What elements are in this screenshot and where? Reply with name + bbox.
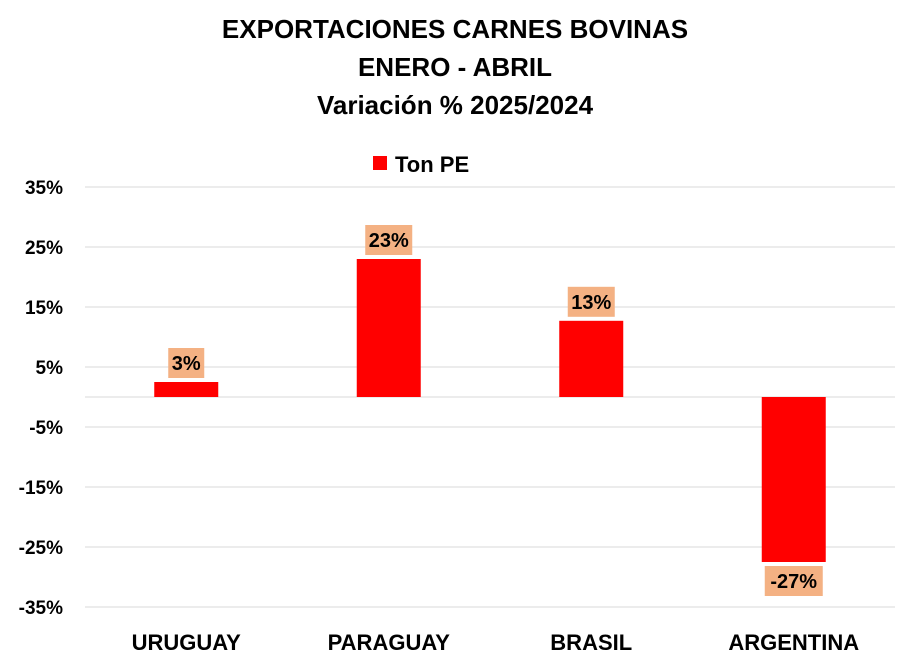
- y-axis-ticks: 35% 25% 15% 5% -5% -15% -25% -35%: [19, 178, 63, 619]
- data-label-paraguay: 23%: [369, 230, 409, 252]
- x-category-uruguay: URUGUAY: [132, 630, 242, 655]
- legend-label-ton-pe: Ton PE: [395, 152, 469, 177]
- bar-argentina: [761, 397, 826, 562]
- bar-brasil: [559, 320, 624, 397]
- data-labels: 3% 23% 13% -27%: [168, 225, 823, 596]
- data-label-box: [168, 348, 205, 378]
- x-category-brasil: BRASIL: [550, 630, 632, 655]
- y-tick-label: -25%: [19, 538, 63, 559]
- legend-swatch-ton-pe: [373, 156, 387, 170]
- y-tick-label: -15%: [19, 478, 63, 499]
- x-category-paraguay: PARAGUAY: [328, 630, 451, 655]
- x-category-argentina: ARGENTINA: [728, 630, 859, 655]
- chart-title-line-3: Variación % 2025/2024: [317, 90, 594, 120]
- bars: [154, 259, 826, 562]
- gridlines: [85, 186, 895, 608]
- data-label-box: [567, 286, 615, 317]
- data-label-box: [365, 225, 413, 255]
- chart-title-line-2: ENERO - ABRIL: [358, 52, 552, 82]
- x-axis-categories: URUGUAY PARAGUAY BRASIL ARGENTINA: [132, 630, 860, 655]
- y-tick-label: -35%: [19, 598, 63, 619]
- data-label-uruguay: 3%: [172, 353, 201, 375]
- y-tick-label: 25%: [25, 238, 63, 259]
- data-label-argentina: -27%: [770, 571, 817, 593]
- data-label-brasil: 13%: [571, 292, 611, 314]
- bar-paraguay: [356, 259, 421, 397]
- data-label-box: [764, 566, 823, 596]
- legend: Ton PE: [373, 152, 469, 177]
- bar-uruguay: [154, 382, 219, 397]
- chart-title-line-1: EXPORTACIONES CARNES BOVINAS: [222, 14, 688, 44]
- y-tick-label: 5%: [36, 358, 64, 379]
- y-tick-label: -5%: [29, 418, 63, 439]
- y-tick-label: 35%: [25, 178, 63, 199]
- y-tick-label: 15%: [25, 298, 63, 319]
